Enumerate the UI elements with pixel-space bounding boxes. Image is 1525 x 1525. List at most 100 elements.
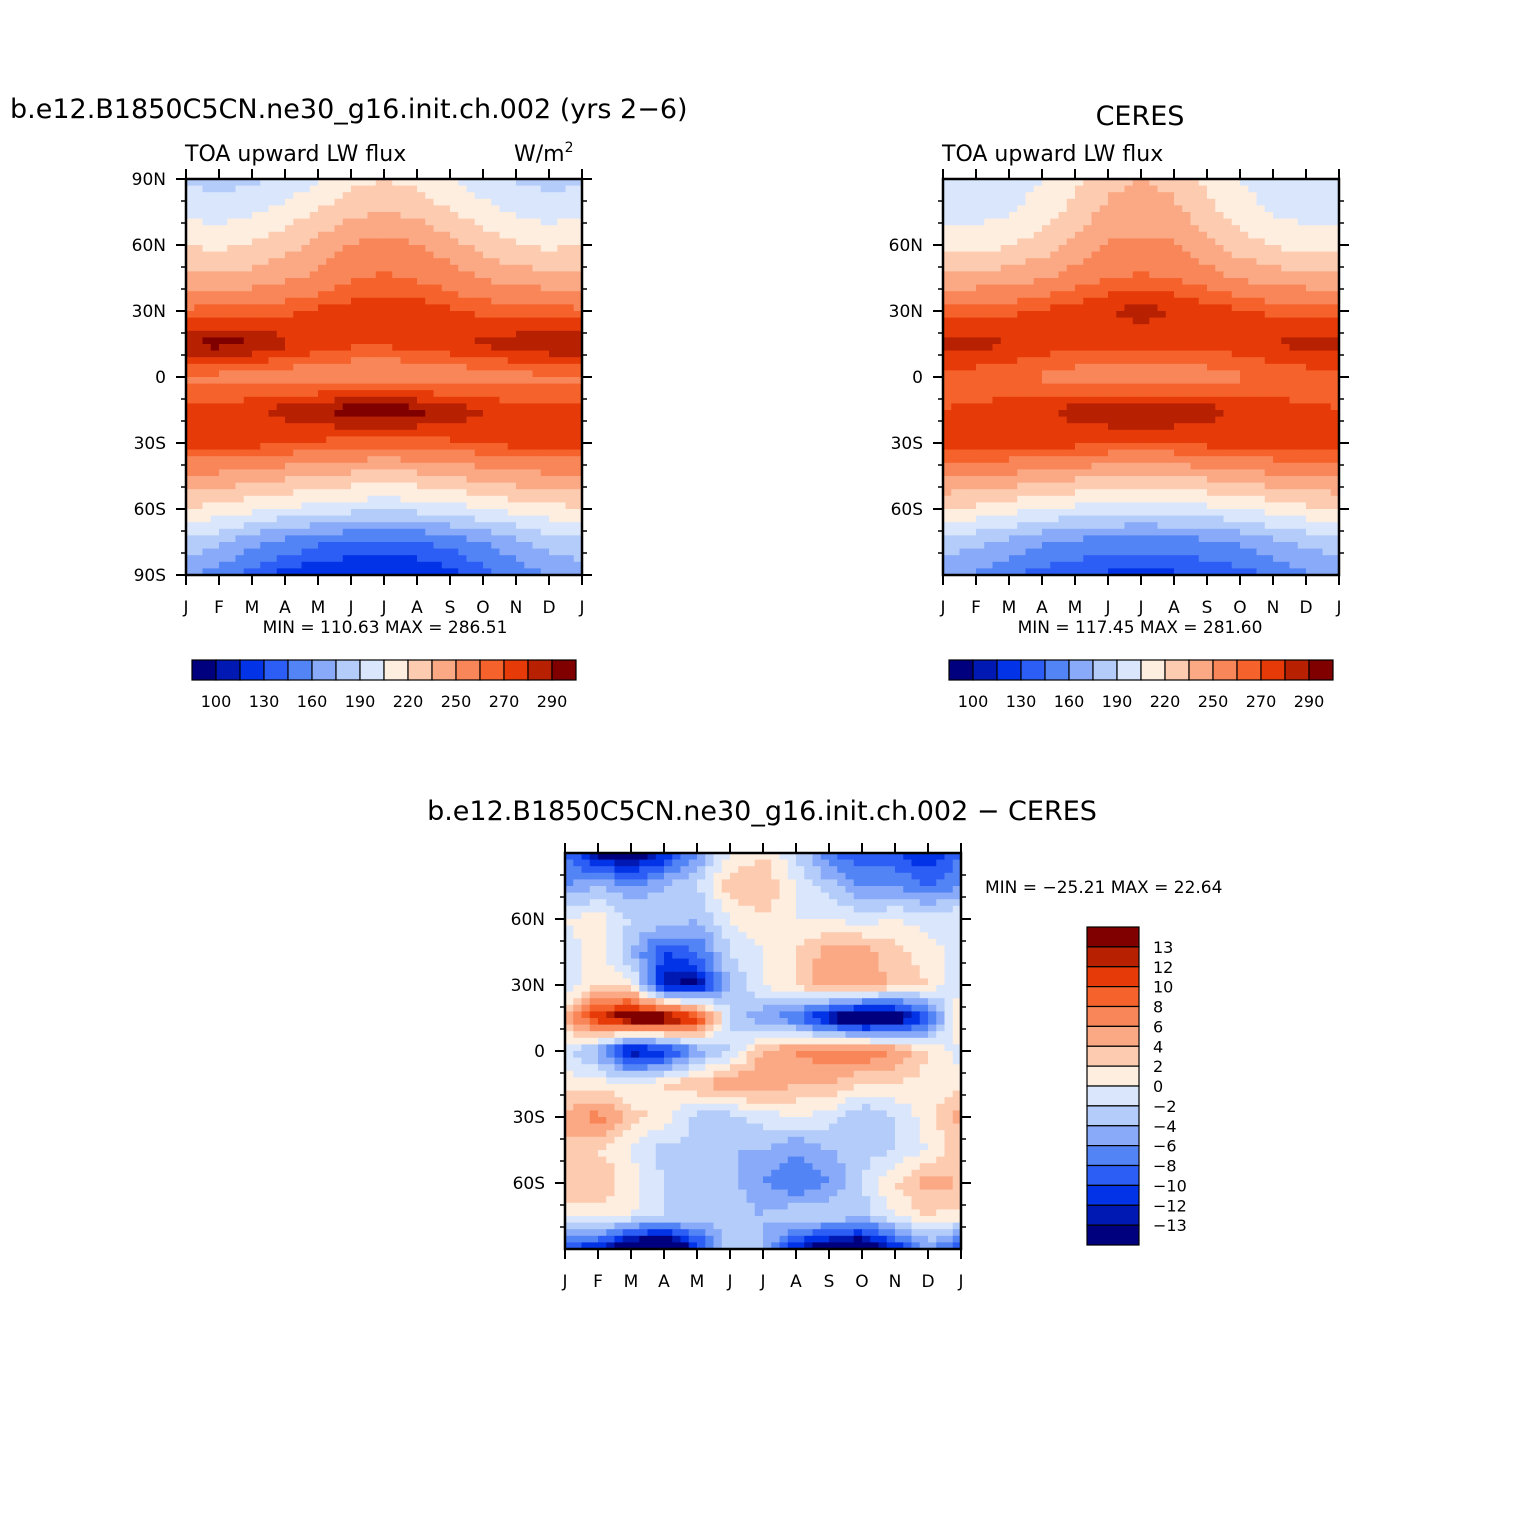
heatmap-cell [384,443,393,451]
heatmap-cell [549,456,558,464]
heatmap-cell [1330,185,1340,193]
heatmap-cell [276,568,286,576]
heatmap-cell [532,568,542,576]
heatmap-cell [1009,410,1018,418]
heatmap-cell [1083,403,1093,411]
heatmap-cell [1223,179,1233,187]
heatmap-cell [1165,350,1175,358]
heatmap-cell [458,238,468,246]
heatmap-cell [1297,198,1307,206]
heatmap-cell [1099,324,1109,332]
heatmap-cell [367,555,377,563]
heatmap-cell [227,291,237,299]
heatmap-cell [326,284,336,292]
heatmap-cell [417,456,426,464]
heatmap-cell [1000,344,1010,352]
heatmap-cell [293,185,303,193]
heatmap-cell [342,291,352,299]
heatmap-cell [268,192,278,200]
heatmap-cell [466,251,476,259]
heatmap-cell [359,555,369,563]
heatmap-cell [318,462,327,470]
heatmap-cell [1066,218,1076,226]
heatmap-cell [466,258,476,266]
heatmap-cell [1099,370,1109,378]
heatmap-cell [235,528,245,536]
heatmap-cell [1215,238,1225,246]
heatmap-cell [1033,179,1043,187]
heatmap-cell [507,476,517,484]
heatmap-cell [1231,205,1241,213]
heatmap-cell [557,555,567,563]
heatmap-cell [433,528,443,536]
heatmap-cell [1256,278,1266,286]
heatmap-cell [202,330,212,338]
heatmap-cell [384,495,393,503]
heatmap-cell [276,271,286,279]
heatmap-cell [557,271,567,279]
heatmap-cell [186,324,195,332]
heatmap-cell [1306,278,1315,286]
heatmap-cell [202,462,212,470]
heatmap-cell [227,251,237,259]
heatmap-cell [441,377,451,385]
heatmap-cell [499,192,509,200]
heatmap-cell [425,489,435,497]
heatmap-cell [976,205,985,213]
heatmap-cell [532,396,542,404]
heatmap-cell [466,462,476,470]
heatmap-cell [276,357,286,365]
heatmap-cell [1198,205,1208,213]
heatmap-cell [351,548,360,556]
heatmap-cell [334,278,344,286]
heatmap-cell [375,456,385,464]
heatmap-cell [1017,390,1027,398]
heatmap-cell [524,436,534,444]
heatmap-cell [466,542,476,550]
heatmap-cell [202,522,212,530]
heatmap-cell [1050,192,1060,200]
heatmap-cell [1009,212,1018,220]
heatmap-cell [235,357,245,365]
heatmap-cell [235,245,245,253]
heatmap-cell [235,522,245,530]
heatmap-cell [210,337,220,345]
heatmap-cell [1116,443,1126,451]
heatmap-cell [466,436,476,444]
heatmap-cell [1009,403,1018,411]
heatmap-cell [425,264,435,272]
heatmap-cell [194,528,204,536]
heatmap-cell [194,192,204,200]
heatmap-cell [210,231,220,239]
heatmap-cell [1207,179,1216,187]
heatmap-cell [1174,311,1183,319]
heatmap-cell [1025,238,1035,246]
heatmap-cell [260,357,270,365]
heatmap-cell [318,344,327,352]
heatmap-cell [227,357,237,365]
heatmap-cell [309,515,319,523]
heatmap-cell [532,429,542,437]
heatmap-cell [1297,311,1307,319]
panel2-subtitle: TOA upward LW flux [941,142,1163,167]
heatmap-cell [202,383,212,391]
heatmap-cell [367,238,377,246]
heatmap-cell [392,390,402,398]
heatmap-cell [458,489,468,497]
heatmap-cell [499,429,509,437]
heatmap-cell [491,225,501,233]
heatmap-cell [1083,363,1093,371]
heatmap-cell [1289,357,1299,365]
heatmap-cell [235,304,245,312]
heatmap-cell [1174,443,1183,451]
heatmap-cell [1231,324,1241,332]
heatmap-cell [252,522,261,530]
heatmap-cell [1108,403,1117,411]
heatmap-cell [408,330,418,338]
heatmap-cell [1281,271,1291,279]
heatmap-cell [1306,284,1315,292]
heatmap-cell [392,548,402,556]
heatmap-cell [967,311,977,319]
heatmap-cell [540,291,550,299]
